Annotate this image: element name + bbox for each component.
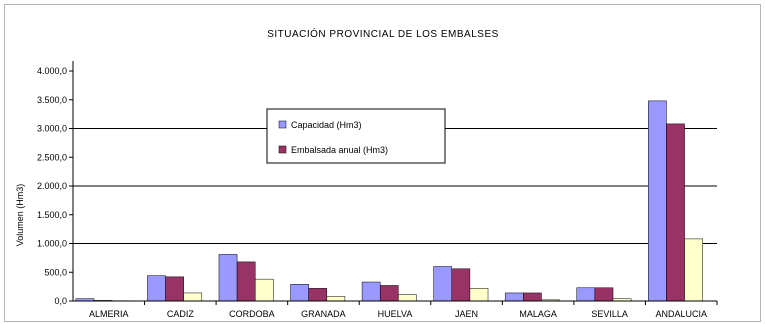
bar xyxy=(504,292,524,302)
x-category-label: MALAGA xyxy=(519,309,557,319)
bar xyxy=(147,275,166,302)
x-category-label: ANDALUCIA xyxy=(655,309,707,319)
bars xyxy=(75,100,703,302)
bar xyxy=(648,100,667,302)
y-tick-label: 3.500,0 xyxy=(37,95,67,105)
bar xyxy=(594,287,614,302)
y-axis-label: Volumen (Hm3) xyxy=(15,184,25,247)
bar xyxy=(236,261,256,302)
y-tick-label: 0,0 xyxy=(54,296,67,306)
legend-box xyxy=(266,108,446,164)
legend-swatch xyxy=(278,120,287,129)
x-category-label: ALMERIA xyxy=(89,309,129,319)
x-category-label: GRANADA xyxy=(301,309,346,319)
legend-label: Capacidad (Hm3) xyxy=(291,120,362,130)
x-category-labels: ALMERIA CADIZ CORDOBA GRANADA HUELVA JAEN MALA… xyxy=(89,309,707,319)
bar xyxy=(361,281,381,302)
bar xyxy=(379,285,399,302)
y-tick-label: 1.500,0 xyxy=(37,210,67,220)
bar xyxy=(666,123,685,302)
bar xyxy=(433,266,453,302)
axes xyxy=(69,61,718,305)
x-category-label: JAEN xyxy=(455,309,478,319)
y-tick-label: 4.000,0 xyxy=(37,66,67,76)
chart-frame: SITUACIÓN PROVINCIAL DE LOS EMBALSES 0,0… xyxy=(4,4,761,322)
x-category-label: HUELVA xyxy=(378,309,413,319)
bar xyxy=(308,288,328,302)
y-tick-label: 1.000,0 xyxy=(37,239,67,249)
bar xyxy=(469,288,489,302)
y-tick-labels: 0,0 500,0 1.000,0 1.500,0 2.000,0 2.500,0 3.00… xyxy=(37,66,67,306)
y-tick-label: 3.000,0 xyxy=(37,124,67,134)
legend-swatch xyxy=(278,145,287,154)
bar xyxy=(684,238,703,302)
y-tick-label: 2.000,0 xyxy=(37,181,67,191)
bar xyxy=(218,254,238,302)
chart: SITUACIÓN PROVINCIAL DE LOS EMBALSES 0,0… xyxy=(15,27,718,319)
bar xyxy=(183,292,203,302)
bar xyxy=(290,284,309,302)
x-category-label: CADIZ xyxy=(167,309,195,319)
legend: Capacidad (Hm3) Embalsada anual (Hm3) xyxy=(266,108,446,164)
bar xyxy=(165,276,184,302)
x-category-label: SEVILLA xyxy=(591,309,628,319)
x-category-label: CORDOBA xyxy=(229,309,275,319)
bar xyxy=(451,268,471,302)
bar xyxy=(326,296,346,302)
bar xyxy=(254,278,274,302)
bar xyxy=(398,294,417,302)
bar xyxy=(523,292,542,302)
y-tick-label: 2.500,0 xyxy=(37,152,67,162)
chart-title: SITUACIÓN PROVINCIAL DE LOS EMBALSES xyxy=(267,27,499,40)
legend-label: Embalsada anual (Hm3) xyxy=(291,145,388,155)
bar xyxy=(576,287,596,302)
y-tick-label: 500,0 xyxy=(44,267,67,277)
